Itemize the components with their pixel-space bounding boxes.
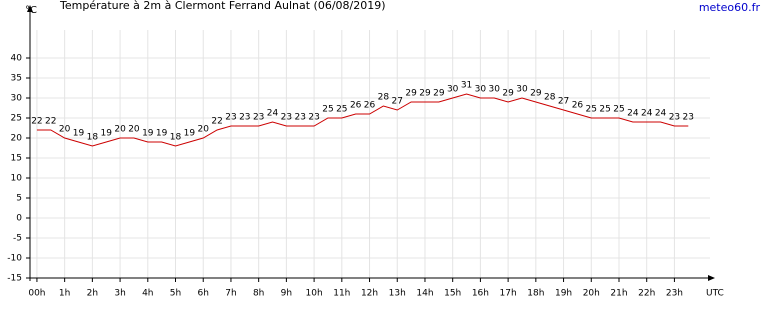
x-tick-label: 18h [527, 289, 544, 299]
x-tick-label: 10h [306, 289, 323, 299]
x-tick-label: 15h [444, 289, 461, 299]
x-tick-label: 16h [472, 289, 489, 299]
data-label: 25 [336, 105, 347, 115]
data-label: 23 [669, 113, 680, 123]
y-tick-label: 0 [16, 214, 22, 224]
data-label: 29 [530, 89, 542, 99]
data-label: 29 [502, 89, 514, 99]
x-axis-label: UTC [706, 289, 724, 299]
x-tick-label: 13h [389, 289, 406, 299]
temperature-line [36, 93, 689, 147]
x-tick-label: 9h [281, 289, 292, 299]
x-tick-label: 21h [610, 289, 627, 299]
x-axis-arrow [708, 275, 715, 281]
data-label: 23 [239, 113, 250, 123]
x-tick-label: 6h [198, 289, 209, 299]
data-label: 30 [516, 85, 528, 95]
y-tick-label: -5 [13, 234, 22, 244]
x-tick-label: 7h [225, 289, 236, 299]
y-tick-label: 40 [11, 54, 23, 64]
data-label: 22 [45, 117, 56, 127]
data-label: 26 [364, 101, 376, 111]
data-label: 18 [87, 133, 99, 143]
data-label: 25 [322, 105, 333, 115]
x-tick-label: 23h [666, 289, 683, 299]
x-tick-label: 19h [555, 289, 572, 299]
y-tick-label: 20 [11, 134, 23, 144]
data-label: 19 [156, 129, 168, 139]
data-label: 27 [392, 97, 403, 107]
x-tick-label: 5h [170, 289, 181, 299]
data-label: 30 [475, 85, 487, 95]
x-tick-label: 11h [333, 289, 350, 299]
x-tick-label: 1h [59, 289, 70, 299]
y-tick-label: 15 [11, 154, 22, 164]
x-tick-label: 20h [583, 289, 600, 299]
data-label: 28 [378, 93, 390, 103]
data-label: 19 [73, 129, 85, 139]
data-label: 22 [211, 117, 222, 127]
data-label: 20 [198, 125, 210, 135]
data-label: 26 [350, 101, 362, 111]
y-tick-label: 5 [16, 194, 22, 204]
data-label: 30 [447, 85, 459, 95]
x-tick-label: 12h [361, 289, 378, 299]
data-label: 29 [419, 89, 431, 99]
data-label: 28 [544, 93, 556, 103]
data-label: 18 [170, 133, 182, 143]
data-label: 24 [655, 109, 667, 119]
y-tick-label: 25 [11, 114, 22, 124]
x-tick-label: 17h [500, 289, 517, 299]
data-label: 19 [142, 129, 154, 139]
data-label: 19 [100, 129, 112, 139]
data-label: 27 [558, 97, 569, 107]
y-tick-label: -10 [7, 254, 22, 264]
data-label: 24 [627, 109, 639, 119]
y-tick-label: 35 [11, 74, 22, 84]
data-label: 20 [59, 125, 71, 135]
data-label: 19 [184, 129, 196, 139]
x-tick-label: 00h [28, 289, 45, 299]
data-label: 24 [267, 109, 279, 119]
x-tick-label: 8h [253, 289, 264, 299]
data-label: 23 [225, 113, 236, 123]
data-label: 25 [599, 105, 610, 115]
data-label: 22 [31, 117, 42, 127]
data-label: 25 [586, 105, 597, 115]
x-tick-label: 2h [87, 289, 98, 299]
data-label: 31 [461, 81, 472, 91]
data-label: 23 [281, 113, 292, 123]
data-label: 23 [253, 113, 264, 123]
chart-title: Température à 2m à Clermont Ferrand Auln… [59, 0, 386, 12]
data-label: 23 [308, 113, 319, 123]
source-link[interactable]: meteo60.fr [699, 1, 761, 14]
data-label: 20 [114, 125, 126, 135]
data-label: 30 [489, 85, 501, 95]
data-label: 23 [683, 113, 694, 123]
data-label: 24 [641, 109, 653, 119]
x-tick-label: 14h [416, 289, 433, 299]
data-label: 20 [128, 125, 140, 135]
x-tick-label: 3h [114, 289, 125, 299]
data-label: 29 [433, 89, 445, 99]
y-tick-label: 30 [11, 94, 23, 104]
x-tick-label: 22h [638, 289, 655, 299]
data-label: 23 [295, 113, 306, 123]
data-label: 26 [572, 101, 584, 111]
data-label: 29 [405, 89, 417, 99]
y-tick-label: 10 [11, 174, 23, 184]
data-label: 25 [613, 105, 624, 115]
x-tick-label: 4h [142, 289, 153, 299]
y-tick-label: -15 [7, 274, 22, 284]
y-axis-arrow [27, 5, 33, 12]
